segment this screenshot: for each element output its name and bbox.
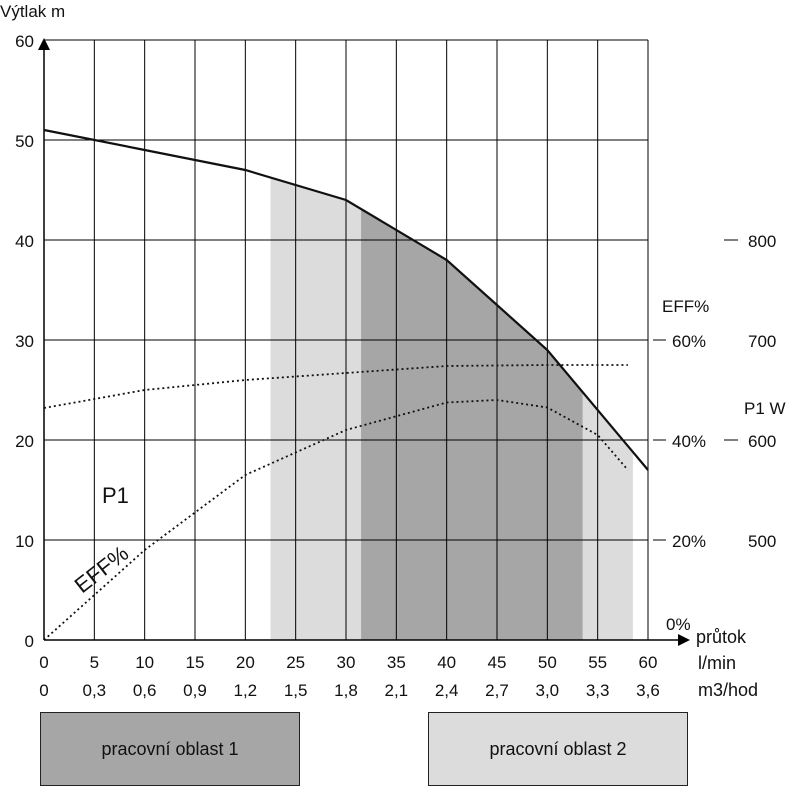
x-tick-label-m3h: 0,6 (133, 681, 157, 700)
x-tick-label-m3h: 0,9 (183, 681, 207, 700)
x-tick-label-lmin: 0 (39, 653, 48, 672)
y-axis-title: Výtlak m (0, 2, 65, 21)
eff-axis-title: EFF% (662, 297, 709, 316)
x-tick-label-m3h: 0 (39, 681, 48, 700)
y-tick-label: 0 (25, 632, 34, 651)
x-tick-label-lmin: 60 (639, 653, 658, 672)
x-tick-label-lmin: 35 (387, 653, 406, 672)
x-tick-label-m3h: 3,3 (586, 681, 610, 700)
x-tick-label-m3h: 2,7 (485, 681, 509, 700)
x-tick-label-lmin: 45 (488, 653, 507, 672)
x-tick-label-m3h: 3,6 (636, 681, 660, 700)
p1-tick-label: 800 (748, 232, 776, 251)
x-tick-label-m3h: 2,4 (435, 681, 459, 700)
p1-tick-label: 500 (748, 532, 776, 551)
y-tick-label: 10 (15, 532, 34, 551)
x-tick-label-lmin: 50 (538, 653, 557, 672)
x-tick-label-m3h: 1,5 (284, 681, 308, 700)
y-axis-arrow (38, 38, 50, 50)
legend-area-1-label: pracovní oblast 1 (101, 738, 239, 759)
eff-tick-label: 40% (672, 432, 706, 451)
x-tick-label-lmin: 25 (286, 653, 305, 672)
legend-area-2-label: pracovní oblast 2 (489, 738, 627, 759)
p1-axis-title: P1 W (744, 399, 786, 418)
x-axis-title-2: l/min (698, 653, 736, 673)
x-tick-label-lmin: 10 (135, 653, 154, 672)
x-tick-label-lmin: 55 (588, 653, 607, 672)
x-tick-label-lmin: 5 (90, 653, 99, 672)
p1-label-bg (100, 480, 138, 508)
eff-tick-label: 0% (666, 615, 691, 634)
eff-tick-label: 60% (672, 332, 706, 351)
x-axis-title-3: m3/hod (698, 680, 758, 700)
x-tick-label-m3h: 3,0 (536, 681, 560, 700)
x-tick-label-lmin: 30 (337, 653, 356, 672)
p1-tick-label: 700 (748, 332, 776, 351)
y-tick-label: 40 (15, 232, 34, 251)
eff-tick-label: 20% (672, 532, 706, 551)
x-axis-arrow (678, 634, 690, 646)
y-tick-label: 60 (15, 32, 34, 51)
series-eff-curve (43, 399, 629, 641)
x-tick-label-m3h: 2,1 (385, 681, 409, 700)
x-tick-label-m3h: 1,8 (334, 681, 358, 700)
p1-curve-label: P1 (102, 483, 129, 508)
y-tick-label: 20 (15, 432, 34, 451)
x-tick-label-lmin: 20 (236, 653, 255, 672)
x-tick-label-m3h: 1,2 (234, 681, 258, 700)
legend-area-2: pracovní oblast 2 (428, 712, 688, 786)
y-tick-label: 50 (15, 132, 34, 151)
legend-area-1: pracovní oblast 1 (40, 712, 300, 786)
p1-tick-label: 600 (748, 432, 776, 451)
y-tick-label: 30 (15, 332, 34, 351)
series-head-curve (43, 128, 649, 471)
region-pracovní-oblast-1 (361, 209, 583, 640)
series-p1-curve (43, 364, 628, 409)
x-axis-title-1: průtok (696, 627, 747, 647)
x-tick-label-lmin: 15 (186, 653, 205, 672)
x-tick-label-lmin: 40 (437, 653, 456, 672)
x-tick-label-m3h: 0,3 (83, 681, 107, 700)
